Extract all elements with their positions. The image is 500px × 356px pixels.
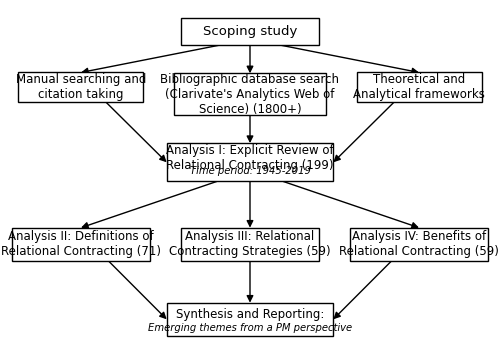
FancyBboxPatch shape — [356, 73, 482, 102]
FancyBboxPatch shape — [166, 303, 334, 336]
Text: Emerging themes from a PM perspective: Emerging themes from a PM perspective — [148, 323, 352, 333]
FancyBboxPatch shape — [182, 228, 318, 261]
Text: Analysis II: Definitions of
Relational Contracting (71): Analysis II: Definitions of Relational C… — [1, 230, 161, 258]
FancyBboxPatch shape — [12, 228, 149, 261]
FancyBboxPatch shape — [174, 73, 326, 115]
Text: Analysis III: Relational
Contracting Strategies (59): Analysis III: Relational Contracting Str… — [169, 230, 331, 258]
Text: Synthesis and Reporting:: Synthesis and Reporting: — [176, 308, 324, 321]
FancyBboxPatch shape — [350, 228, 488, 261]
FancyBboxPatch shape — [18, 73, 144, 102]
Text: Analysis I: Explicit Review of
Relational Contracting (199): Analysis I: Explicit Review of Relationa… — [166, 144, 334, 172]
FancyBboxPatch shape — [182, 19, 318, 44]
Text: Bibliographic database search
(Clarivate's Analytics Web of
Science) (1800+): Bibliographic database search (Clarivate… — [160, 73, 340, 116]
Text: Time period: 1945-2019: Time period: 1945-2019 — [190, 166, 310, 176]
Text: Theoretical and
Analytical frameworks: Theoretical and Analytical frameworks — [353, 73, 485, 101]
Text: Analysis IV: Benefits of
Relational Contracting (59): Analysis IV: Benefits of Relational Cont… — [339, 230, 499, 258]
Text: Manual searching and
citation taking: Manual searching and citation taking — [16, 73, 146, 101]
FancyBboxPatch shape — [166, 143, 334, 182]
Text: Scoping study: Scoping study — [203, 25, 297, 38]
